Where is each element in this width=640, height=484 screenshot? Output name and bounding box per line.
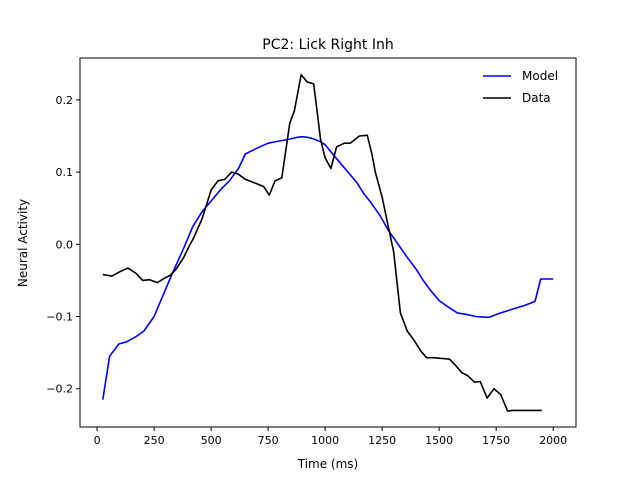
y-tick-label: 0.0 (56, 238, 74, 251)
series-line-model (102, 135, 554, 400)
y-tick-label: 0.2 (56, 94, 74, 107)
plot-frame (79, 57, 577, 428)
legend-label-data: Data (522, 91, 551, 105)
x-tick-label: 1000 (311, 434, 339, 447)
y-tick-label: −0.1 (46, 311, 73, 324)
x-tick-label: 250 (144, 434, 165, 447)
y-tick-label: −0.2 (46, 383, 73, 396)
x-tick-label: 500 (201, 434, 222, 447)
plot-lines (102, 73, 554, 412)
chart-title: PC2: Lick Right Inh (262, 37, 393, 53)
x-tick-label: 1250 (368, 434, 396, 447)
x-tick-label: 750 (258, 434, 279, 447)
legend: Model Data (483, 69, 558, 105)
x-tick-label: 1750 (482, 434, 510, 447)
legend-label-model: Model (522, 69, 558, 83)
y-tick-label: 0.1 (56, 166, 74, 179)
x-axis-label: Time (ms) (297, 457, 359, 471)
y-axis-ticks: −0.2 −0.1 0.0 0.1 0.2 (46, 94, 80, 396)
x-tick-label: 1500 (425, 434, 453, 447)
x-tick-label: 0 (94, 434, 101, 447)
series-line-data (102, 73, 542, 412)
y-axis-label: Neural Activity (16, 199, 30, 287)
x-tick-label: 2000 (539, 434, 567, 447)
x-axis-ticks: 0 250 500 750 1000 1250 1500 1750 2000 (94, 427, 567, 447)
